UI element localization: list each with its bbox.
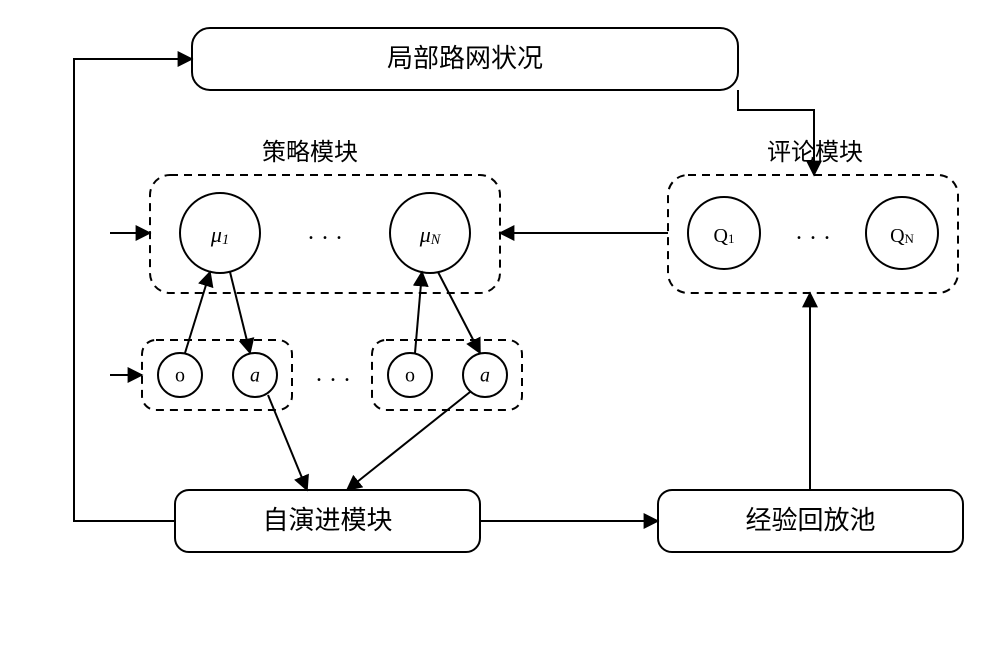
self-evolve-label: 自演进模块: [262, 506, 392, 535]
o1-label: o: [175, 365, 185, 387]
replay-label: 经验回放池: [745, 506, 875, 535]
arrow-selfevo-to-top: [74, 59, 192, 521]
critic-dots: · · ·: [795, 226, 831, 252]
replay-box: 经验回放池: [658, 490, 963, 552]
a1-label: a: [250, 365, 260, 387]
arrow-a1-to-selfevo: [268, 395, 307, 490]
oa-group-2: o a: [372, 340, 522, 410]
policy-dots: · · ·: [307, 226, 343, 252]
top-environment-box: 局部路网状况: [192, 28, 738, 90]
a2-label: a: [480, 365, 490, 387]
arrow-o1-to-mu1: [185, 272, 210, 353]
self-evolve-box: 自演进模块: [175, 490, 480, 552]
arrow-a2-to-selfevo: [347, 392, 470, 490]
policy-title: 策略模块: [262, 139, 358, 166]
top-box-label: 局部路网状况: [387, 44, 543, 73]
o2-label: o: [405, 365, 415, 387]
policy-module: 策略模块 μ1 · · · μN: [150, 139, 500, 293]
oa-dots: · · ·: [315, 368, 351, 394]
